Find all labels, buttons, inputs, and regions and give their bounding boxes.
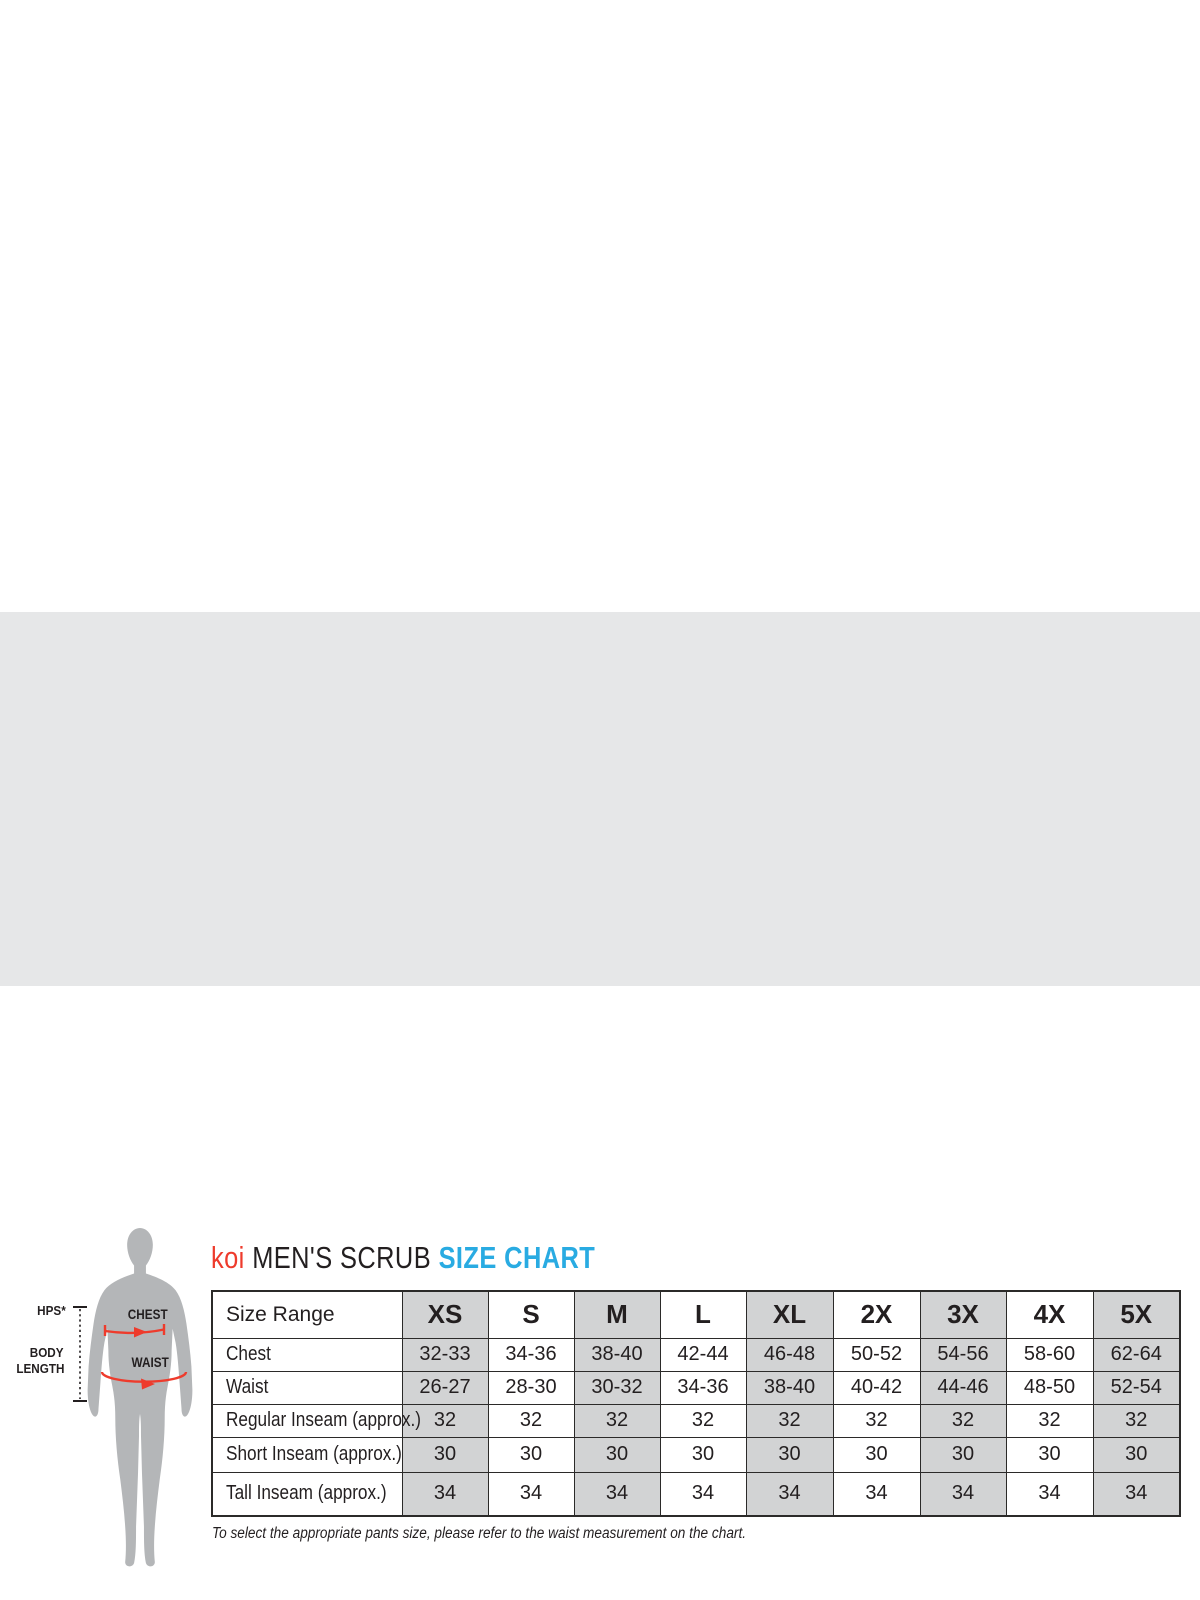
table-cell: 34 [1092,1471,1181,1517]
row-label-text: Short Inseam (approx.) [226,1443,402,1465]
table-cell: 30 [832,1436,921,1473]
table-cell: 32 [919,1403,1007,1438]
table-cell: 34 [659,1471,747,1517]
table-cell: 32 [573,1403,661,1438]
table-cell: 52-54 [1092,1370,1181,1405]
table-cell: 32 [1092,1403,1181,1438]
table-cell: 34 [1005,1471,1094,1517]
table-cell: 50-52 [832,1337,921,1372]
table-cell: 46-48 [745,1337,834,1372]
table-cell: 42-44 [659,1337,747,1372]
table-cell: 34 [573,1471,661,1517]
table-cell: 32 [832,1403,921,1438]
footnote-text: To select the appropriate pants size, pl… [212,1525,747,1542]
row-label: Tall Inseam (approx.) [211,1471,403,1517]
table-cell: 44-46 [919,1370,1007,1405]
table-cell: 38-40 [745,1370,834,1405]
row-label: Chest [211,1337,403,1372]
table-cell: 30 [487,1436,575,1473]
table-cell: 28-30 [487,1370,575,1405]
body-length-label: BODY LENGTH [15,1345,64,1376]
header-cell-4x: 4X [1005,1290,1094,1339]
waist-label: WAIST [131,1354,169,1370]
table-row: Tall Inseam (approx.) 34 34 34 34 34 34 34 34 34 [211,1471,1181,1517]
table-cell: 54-56 [919,1337,1007,1372]
row-label: Short Inseam (approx.) [211,1436,403,1473]
brand-logo-text: koi [211,1240,245,1275]
body-silhouette [87,1227,193,1567]
table-cell: 32 [659,1403,747,1438]
row-label-text: Tall Inseam (approx.) [226,1482,387,1505]
header-cell-s: S [487,1290,575,1339]
header-cell-5x: 5X [1092,1290,1181,1339]
header-cell-m: M [573,1290,661,1339]
header-cell-3x: 3X [919,1290,1007,1339]
table-cell: 30 [745,1436,834,1473]
table-cell: 32 [401,1403,489,1438]
table-cell: 30 [919,1436,1007,1473]
table-cell: 26-27 [401,1370,489,1405]
table-row: Regular Inseam (approx.) 32 32 32 32 32 32 32 32… [211,1403,1181,1438]
size-chart-panel: HPS* BODY LENGTH CHEST WAIST [0,612,1200,1567]
table-cell: 30 [401,1436,489,1473]
chest-measure-arrow-icon [103,1324,166,1338]
table-cell: 34 [919,1471,1007,1517]
table-row: Short Inseam (approx.) 30 30 30 30 30 30 30 30 30 [211,1436,1181,1473]
header-cell-2x: 2X [832,1290,921,1339]
header-cell-xs: XS [401,1290,489,1339]
table-cell: 30 [1005,1436,1094,1473]
body-length-dotted-line [73,1306,87,1402]
table-cell: 30 [573,1436,661,1473]
chest-label: CHEST [128,1306,168,1322]
table-cell: 30 [1092,1436,1181,1473]
row-label: Regular Inseam (approx.) [211,1403,421,1438]
table-cell: 32-33 [401,1337,489,1372]
table-cell: 34 [832,1471,921,1517]
title-product-text: MEN'S SCRUB [252,1240,432,1275]
table-cell: 34 [487,1471,575,1517]
table-row: Waist 26-27 28-30 30-32 34-36 38-40 40-42 44-46… [211,1370,1181,1405]
table-cell: 30-32 [573,1370,661,1405]
header-cell-l: L [659,1290,747,1339]
table-row: Chest 32-33 34-36 38-40 42-44 46-48 50-52 54-56… [211,1337,1181,1372]
table-cell: 38-40 [573,1337,661,1372]
size-table-header-row: Size Range XS S M L XL 2X 3X 4X 5X [211,1290,1181,1339]
row-label-text: Regular Inseam (approx.) [226,1409,422,1431]
title-size-chart-text: SIZE CHART [438,1240,596,1275]
table-cell: 30 [659,1436,747,1473]
table-cell: 34-36 [487,1337,575,1372]
waist-measure-arrow-icon [100,1371,188,1390]
row-label-text: Chest [226,1343,271,1365]
hps-label: HPS* [37,1303,66,1318]
table-cell: 40-42 [832,1370,921,1405]
chart-title: koi MEN'S SCRUB SIZE CHART [211,1240,595,1276]
table-cell: 34-36 [659,1370,747,1405]
header-cell-size-range: Size Range [211,1290,403,1339]
row-label-text: Waist [226,1376,269,1398]
table-cell: 32 [487,1403,575,1438]
size-table-body: Chest 32-33 34-36 38-40 42-44 46-48 50-52 54-56… [211,1337,1181,1517]
size-chart-table: Size Range XS S M L XL 2X 3X 4X 5X Chest 32-33 34-3… [211,1290,1181,1517]
table-cell: 48-50 [1005,1370,1094,1405]
table-cell: 62-64 [1092,1337,1181,1372]
row-label: Waist [211,1370,403,1405]
table-cell: 34 [401,1471,489,1517]
table-cell: 32 [745,1403,834,1438]
table-cell: 58-60 [1005,1337,1094,1372]
table-cell: 32 [1005,1403,1094,1438]
header-cell-xl: XL [745,1290,834,1339]
table-cell: 34 [745,1471,834,1517]
